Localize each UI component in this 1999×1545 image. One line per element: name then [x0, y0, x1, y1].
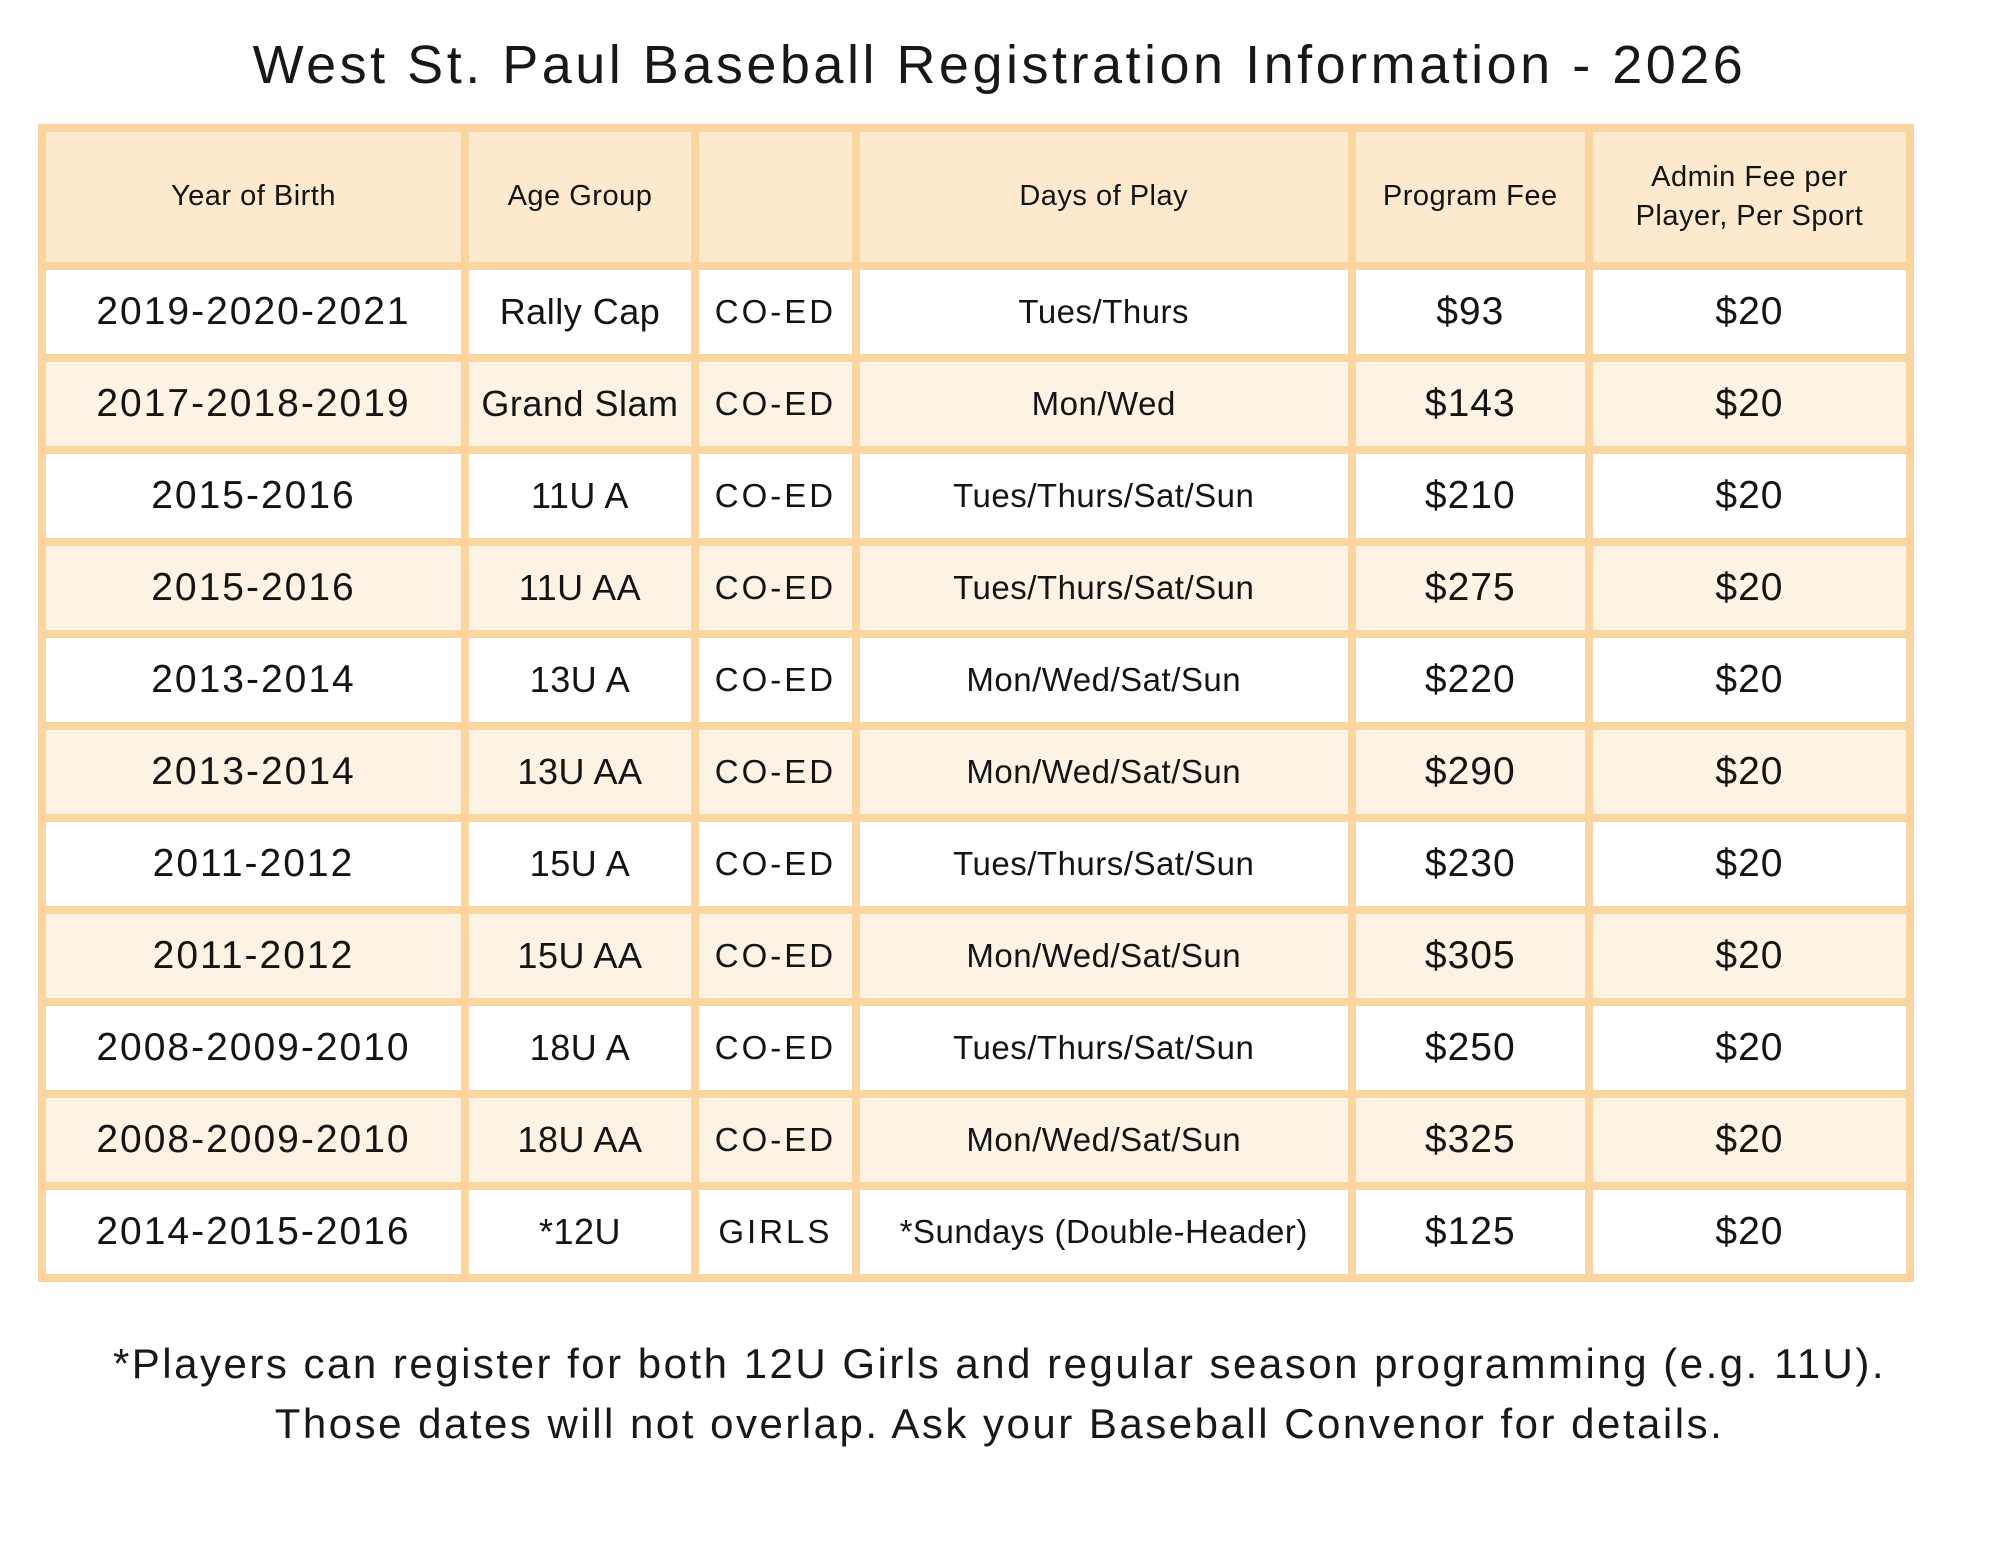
table-row: 2015-2016 11U AA CO-ED Tues/Thurs/Sat/Su…	[46, 546, 1906, 630]
table-row: 2008-2009-2010 18U A CO-ED Tues/Thurs/Sa…	[46, 1006, 1906, 1090]
program-fee-cell: $230	[1355, 822, 1585, 906]
admin-fee-cell: $20	[1592, 638, 1906, 722]
days-of-play-cell: Mon/Wed	[859, 362, 1348, 446]
year-of-birth-cell: 2011-2012	[46, 914, 461, 998]
admin-fee-cell: $20	[1592, 1190, 1906, 1274]
registration-table: Year of Birth Age Group Days of Play Pro…	[38, 124, 1914, 1282]
year-of-birth-cell: 2013-2014	[46, 638, 461, 722]
division-cell: CO-ED	[698, 730, 852, 814]
division-cell: CO-ED	[698, 546, 852, 630]
division-cell: CO-ED	[698, 454, 852, 538]
admin-fee-cell: $20	[1592, 1006, 1906, 1090]
program-fee-cell: $210	[1355, 454, 1585, 538]
program-fee-cell: $125	[1355, 1190, 1585, 1274]
table-row: 2017-2018-2019 Grand Slam CO-ED Mon/Wed …	[46, 362, 1906, 446]
table-row: 2013-2014 13U AA CO-ED Mon/Wed/Sat/Sun $…	[46, 730, 1906, 814]
program-fee-cell: $250	[1355, 1006, 1585, 1090]
age-group-cell: 11U A	[468, 454, 691, 538]
admin-fee-cell: $20	[1592, 270, 1906, 354]
table-row: 2011-2012 15U AA CO-ED Mon/Wed/Sat/Sun $…	[46, 914, 1906, 998]
days-of-play-cell: *Sundays (Double-Header)	[859, 1190, 1348, 1274]
days-of-play-cell: Mon/Wed/Sat/Sun	[859, 1098, 1348, 1182]
footnote: *Players can register for both 12U Girls…	[112, 1340, 1887, 1447]
year-of-birth-cell: 2019-2020-2021	[46, 270, 461, 354]
days-of-play-cell: Mon/Wed/Sat/Sun	[859, 730, 1348, 814]
table-row: 2011-2012 15U A CO-ED Tues/Thurs/Sat/Sun…	[46, 822, 1906, 906]
year-of-birth-cell: 2008-2009-2010	[46, 1006, 461, 1090]
year-of-birth-cell: 2017-2018-2019	[46, 362, 461, 446]
program-fee-cell: $143	[1355, 362, 1585, 446]
program-fee-cell: $290	[1355, 730, 1585, 814]
division-cell: CO-ED	[698, 1098, 852, 1182]
days-of-play-cell: Mon/Wed/Sat/Sun	[859, 638, 1348, 722]
program-fee-cell: $275	[1355, 546, 1585, 630]
age-group-cell: 13U A	[468, 638, 691, 722]
division-cell: CO-ED	[698, 362, 852, 446]
admin-fee-cell: $20	[1592, 822, 1906, 906]
age-group-cell: 18U A	[468, 1006, 691, 1090]
program-fee-cell: $93	[1355, 270, 1585, 354]
age-group-cell: 11U AA	[468, 546, 691, 630]
column-header-division	[698, 132, 852, 262]
division-cell: CO-ED	[698, 1006, 852, 1090]
admin-fee-cell: $20	[1592, 914, 1906, 998]
days-of-play-cell: Mon/Wed/Sat/Sun	[859, 914, 1348, 998]
year-of-birth-cell: 2015-2016	[46, 454, 461, 538]
header-row: Year of Birth Age Group Days of Play Pro…	[46, 132, 1906, 262]
admin-fee-cell: $20	[1592, 730, 1906, 814]
column-header-age-group: Age Group	[468, 132, 691, 262]
table-row: 2014-2015-2016 *12U GIRLS *Sundays (Doub…	[46, 1190, 1906, 1274]
age-group-cell: 13U AA	[468, 730, 691, 814]
admin-fee-cell: $20	[1592, 454, 1906, 538]
division-cell: CO-ED	[698, 822, 852, 906]
admin-fee-cell: $20	[1592, 1098, 1906, 1182]
age-group-cell: 15U A	[468, 822, 691, 906]
table-row: 2008-2009-2010 18U AA CO-ED Mon/Wed/Sat/…	[46, 1098, 1906, 1182]
column-header-year-of-birth: Year of Birth	[46, 132, 461, 262]
year-of-birth-cell: 2011-2012	[46, 822, 461, 906]
table-row: 2015-2016 11U A CO-ED Tues/Thurs/Sat/Sun…	[46, 454, 1906, 538]
column-header-days-of-play: Days of Play	[859, 132, 1348, 262]
admin-fee-cell: $20	[1592, 546, 1906, 630]
program-fee-cell: $325	[1355, 1098, 1585, 1182]
days-of-play-cell: Tues/Thurs/Sat/Sun	[859, 454, 1348, 538]
table-row: 2013-2014 13U A CO-ED Mon/Wed/Sat/Sun $2…	[46, 638, 1906, 722]
division-cell: CO-ED	[698, 270, 852, 354]
age-group-cell: 15U AA	[468, 914, 691, 998]
age-group-cell: 18U AA	[468, 1098, 691, 1182]
program-fee-cell: $220	[1355, 638, 1585, 722]
division-cell: CO-ED	[698, 914, 852, 998]
page-title: West St. Paul Baseball Registration Info…	[252, 35, 1747, 95]
year-of-birth-cell: 2013-2014	[46, 730, 461, 814]
table-row: 2019-2020-2021 Rally Cap CO-ED Tues/Thur…	[46, 270, 1906, 354]
program-fee-cell: $305	[1355, 914, 1585, 998]
column-header-admin-fee: Admin Fee per Player, Per Sport	[1592, 132, 1906, 262]
division-cell: GIRLS	[698, 1190, 852, 1274]
days-of-play-cell: Tues/Thurs	[859, 270, 1348, 354]
days-of-play-cell: Tues/Thurs/Sat/Sun	[859, 546, 1348, 630]
division-cell: CO-ED	[698, 638, 852, 722]
admin-fee-cell: $20	[1592, 362, 1906, 446]
days-of-play-cell: Tues/Thurs/Sat/Sun	[859, 822, 1348, 906]
year-of-birth-cell: 2014-2015-2016	[46, 1190, 461, 1274]
days-of-play-cell: Tues/Thurs/Sat/Sun	[859, 1006, 1348, 1090]
age-group-cell: Rally Cap	[468, 270, 691, 354]
age-group-cell: Grand Slam	[468, 362, 691, 446]
year-of-birth-cell: 2008-2009-2010	[46, 1098, 461, 1182]
age-group-cell: *12U	[468, 1190, 691, 1274]
year-of-birth-cell: 2015-2016	[46, 546, 461, 630]
column-header-program-fee: Program Fee	[1355, 132, 1585, 262]
